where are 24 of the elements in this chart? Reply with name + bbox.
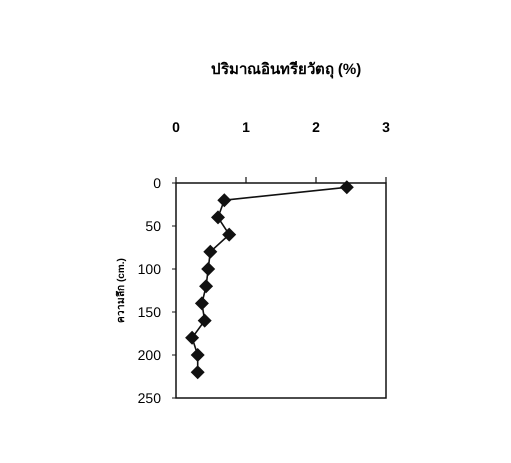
chart-title: ปริมาณอินทรียวัตถุ (%) xyxy=(210,60,362,79)
point xyxy=(198,314,212,328)
y-tick-label: 200 xyxy=(138,347,162,363)
point xyxy=(190,348,205,362)
point xyxy=(194,296,209,310)
point xyxy=(217,193,232,208)
point xyxy=(185,330,200,345)
y-tick-label: 250 xyxy=(138,390,162,406)
x-tick-label: 3 xyxy=(382,119,390,135)
point xyxy=(199,279,214,294)
point xyxy=(190,365,205,380)
y-tick-label: 0 xyxy=(153,175,162,191)
y-tick-label: 100 xyxy=(138,261,162,277)
y-axis-title: ความลึก (cm.) xyxy=(115,258,127,323)
y-tick-label: 50 xyxy=(145,218,162,234)
x-tick-label: 0 xyxy=(172,119,180,135)
point xyxy=(340,180,354,194)
point xyxy=(201,262,216,276)
point xyxy=(222,228,236,242)
point xyxy=(203,244,218,259)
x-tick-label: 2 xyxy=(312,119,320,135)
point xyxy=(211,210,225,224)
x-tick-label: 1 xyxy=(242,119,250,135)
y-tick-label: 150 xyxy=(138,304,162,320)
